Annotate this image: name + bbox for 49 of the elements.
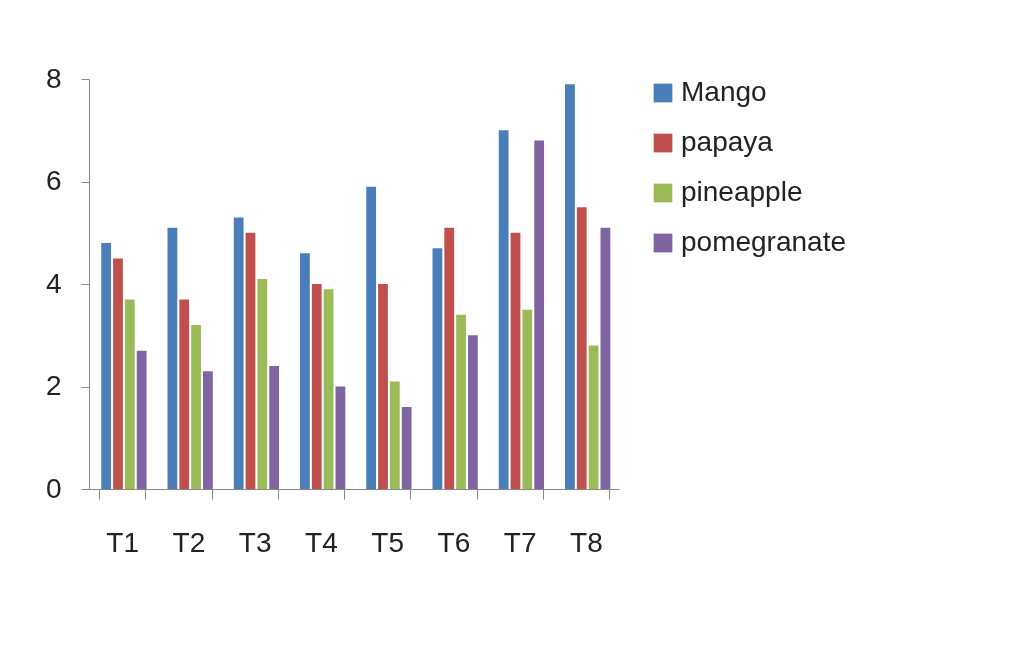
y-tick-label: 8 [45,62,62,94]
y-tick-label: 4 [45,267,62,299]
x-tick-label: T4 [305,526,338,558]
bar [588,345,599,489]
bar [366,186,377,489]
bar [124,299,135,489]
bar [233,217,244,489]
bar [576,207,587,489]
y-tick-label: 0 [45,472,62,504]
y-tick-label: 6 [45,165,62,196]
bar [269,366,280,489]
legend-label: papaya [681,126,774,157]
x-tick-label: T1 [106,526,139,558]
x-tick-label: T7 [503,526,537,558]
bar [257,278,268,489]
bar [510,232,521,489]
x-tick-label: T6 [437,526,471,558]
bar [191,325,201,489]
bar [203,371,213,489]
bar [432,248,443,489]
legend-label: pineapple [681,176,803,207]
bar [101,243,112,489]
x-tick-label: T2 [172,526,206,558]
bar [522,309,533,489]
bar [335,386,346,489]
bar [456,314,466,489]
y-tick-label: 2 [45,370,62,401]
bar [245,232,256,489]
bar [378,284,388,489]
bar [300,253,310,489]
bar [136,350,147,489]
legend-label: Mango [681,76,767,107]
bar [113,258,123,489]
bar [311,284,322,489]
bar [167,227,178,489]
bar [401,407,412,489]
legend-label: pomegranate [681,226,847,257]
bar [444,227,455,489]
bar [179,299,190,489]
x-tick-label: T5 [371,526,404,558]
bar [468,335,478,489]
bar [534,140,545,489]
x-tick-label: T3 [238,526,272,558]
bar [323,289,334,489]
bar [565,84,575,489]
bar [389,381,400,489]
bar [600,227,611,489]
x-tick-label: T8 [570,526,603,558]
bar [498,130,509,489]
